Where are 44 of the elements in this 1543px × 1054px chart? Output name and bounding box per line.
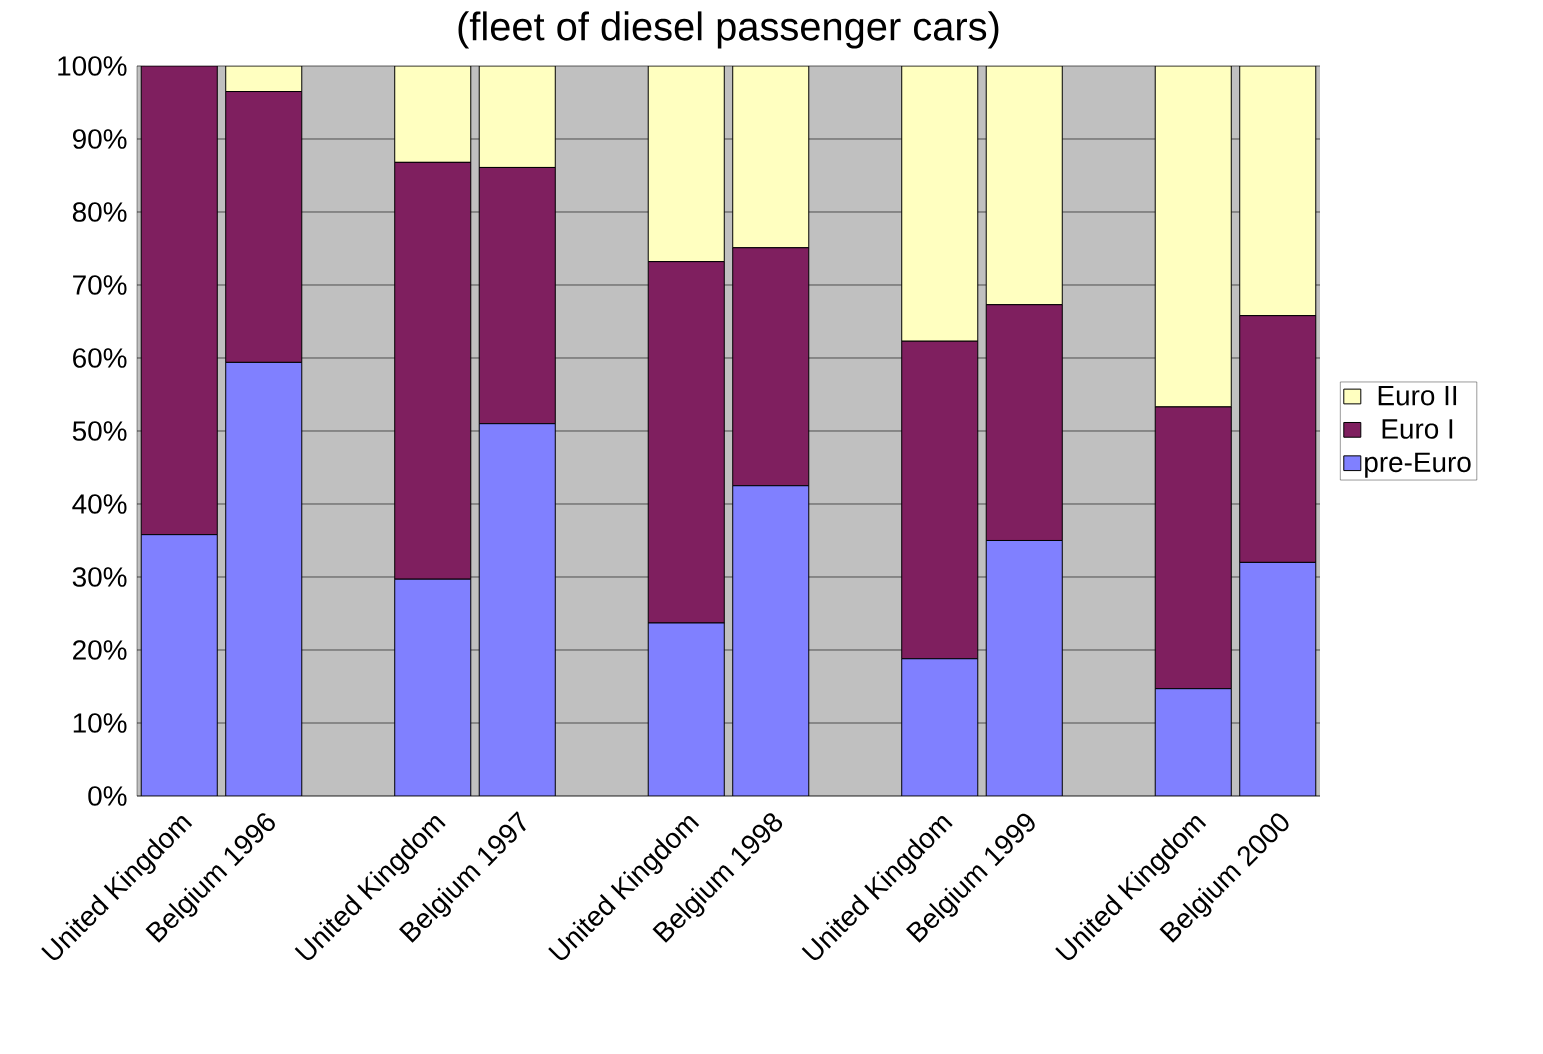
y-tick-label: 100%	[58, 56, 127, 76]
bar	[732, 485, 810, 796]
bar	[479, 423, 556, 796]
bar	[478, 65, 556, 168]
bar	[225, 91, 303, 363]
bar	[1154, 65, 1232, 408]
y-tick-label: 50%	[72, 421, 127, 441]
bar	[394, 65, 472, 163]
chart-title: (fleet of diesel passenger cars)	[458, 11, 999, 49]
bar	[647, 65, 725, 263]
bar	[478, 166, 556, 425]
y-tick-label: 60%	[73, 348, 127, 368]
y-tick-label: 30%	[72, 567, 127, 587]
bar	[732, 65, 810, 249]
y-tick-label: 10%	[73, 713, 127, 733]
legend-label: pre-Euro	[1365, 452, 1471, 478]
bar	[647, 261, 725, 624]
bar	[1239, 315, 1317, 563]
bar	[901, 65, 979, 342]
bar	[901, 340, 979, 660]
bar	[732, 247, 810, 487]
y-tick-label: 90%	[72, 129, 127, 149]
y-tick-label: 80%	[72, 202, 127, 222]
y-tick-label: 70%	[73, 275, 127, 295]
bar	[394, 161, 472, 580]
bar	[1154, 406, 1232, 690]
legend-label: Euro II	[1378, 385, 1457, 406]
bar	[225, 65, 303, 93]
bar	[985, 304, 1063, 541]
y-tick-label: 0%	[88, 786, 127, 806]
legend-label: Euro I	[1382, 419, 1453, 439]
bar	[394, 579, 471, 796]
bar	[985, 540, 1063, 796]
bar	[225, 361, 303, 796]
bar	[140, 65, 218, 536]
bar	[901, 658, 979, 796]
bar	[647, 622, 725, 796]
bar	[985, 65, 1063, 306]
bar	[1239, 65, 1317, 317]
bar	[1154, 688, 1232, 796]
y-tick-label: 40%	[72, 494, 127, 514]
bar	[140, 534, 218, 796]
bar	[1239, 561, 1317, 796]
y-tick-label: 20%	[73, 640, 127, 660]
